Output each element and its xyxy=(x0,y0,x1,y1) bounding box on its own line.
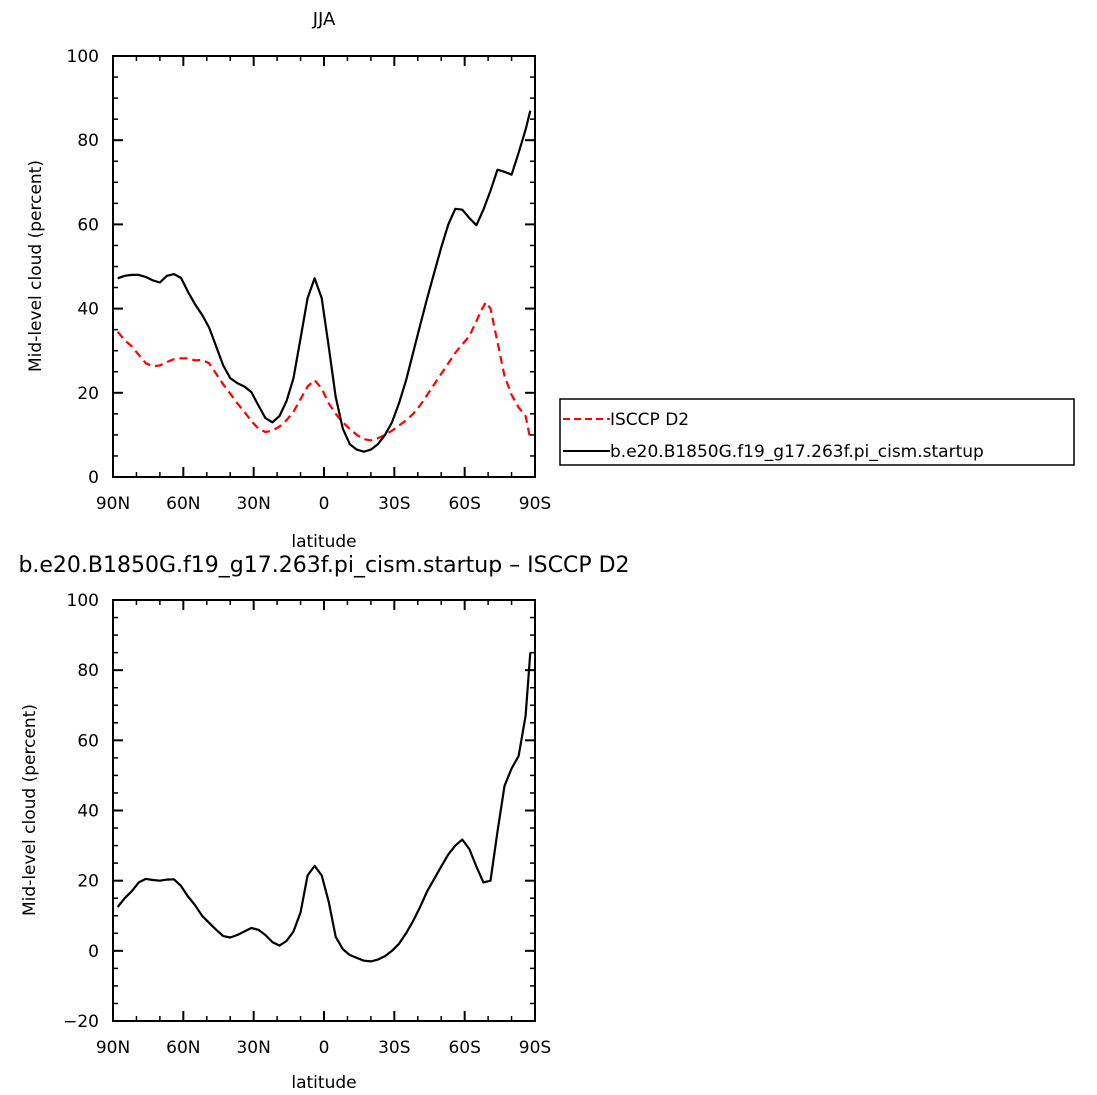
bottom-x-axis-label: latitude xyxy=(291,1073,356,1093)
bottom-y-tick-label: 100 xyxy=(67,591,99,611)
legend-label-isccp: ISCCP D2 xyxy=(610,410,689,430)
legend-label-model: b.e20.B1850G.f19_g17.263f.pi_cism.startu… xyxy=(610,442,984,462)
top-x-tick-label: 90N xyxy=(96,494,130,514)
top-panel-title: JJA xyxy=(312,9,336,30)
bottom-y-axis-label: Mid-level cloud (percent) xyxy=(20,704,40,916)
top-x-tick-label: 30S xyxy=(378,494,410,514)
bottom-x-tick-label: 90N xyxy=(96,1038,130,1058)
bottom-x-tick-label: 0 xyxy=(319,1038,330,1058)
bottom-y-tick-label: 0 xyxy=(88,942,99,962)
top-ticks-layer: 90N 60N 30N 0 30S 60S 90S 0 20 40 60 80 100 xyxy=(67,47,552,514)
bottom-x-tick-label: 30S xyxy=(378,1038,410,1058)
bottom-y-tick-label: 40 xyxy=(77,802,99,822)
bottom-y-tick-label: −20 xyxy=(63,1012,99,1032)
top-x-tick-label: 30N xyxy=(236,494,270,514)
bottom-x-tick-label: 60S xyxy=(448,1038,480,1058)
top-x-tick-label: 0 xyxy=(319,494,330,514)
top-panel: JJA 90N 60N 30N 0 30S 60S 90S 0 20 40 60 80 100 lati… xyxy=(26,9,1075,552)
legend-box xyxy=(559,398,1075,466)
bottom-x-tick-label: 90S xyxy=(519,1038,551,1058)
top-y-axis-label: Mid-level cloud (percent) xyxy=(26,160,46,372)
legend: ISCCP D2 b.e20.B1850G.f19_g17.263f.pi_ci… xyxy=(559,398,1075,466)
bottom-plot-frame xyxy=(112,599,536,1022)
top-y-tick-label: 0 xyxy=(88,468,99,488)
bottom-x-tick-label: 30N xyxy=(236,1038,270,1058)
top-x-tick-label: 60S xyxy=(448,494,480,514)
bottom-y-tick-label: 80 xyxy=(77,661,99,681)
top-y-tick-label: 40 xyxy=(77,300,99,320)
bottom-series-layer xyxy=(116,652,532,963)
top-series-line-b-e20-b1850g-f19-g17-263f-pi-cism-startup xyxy=(117,110,532,453)
top-x-axis-label: latitude xyxy=(291,532,356,552)
top-series-line-isccp-d2 xyxy=(116,301,532,442)
bottom-y-tick-label: 60 xyxy=(77,731,99,751)
bottom-series-line-series-0 xyxy=(116,652,532,963)
top-y-tick-label: 80 xyxy=(77,131,99,151)
bottom-x-tick-label: 60N xyxy=(166,1038,200,1058)
top-y-tick-label: 60 xyxy=(77,215,99,235)
top-x-tick-label: 60N xyxy=(166,494,200,514)
top-y-tick-label: 100 xyxy=(67,47,99,67)
bottom-ticks-layer: 90N 60N 30N 0 30S 60S 90S −20 0 20 40 60 80 100 xyxy=(63,591,551,1058)
top-series-layer xyxy=(116,110,532,453)
bottom-y-tick-label: 20 xyxy=(77,872,99,892)
bottom-panel: b.e20.B1850G.f19_g17.263f.pi_cism.startu… xyxy=(18,553,629,1093)
bottom-panel-title: b.e20.B1850G.f19_g17.263f.pi_cism.startu… xyxy=(18,553,629,578)
top-plot-frame xyxy=(112,55,536,478)
top-y-tick-label: 20 xyxy=(77,384,99,404)
top-x-tick-label: 90S xyxy=(519,494,551,514)
